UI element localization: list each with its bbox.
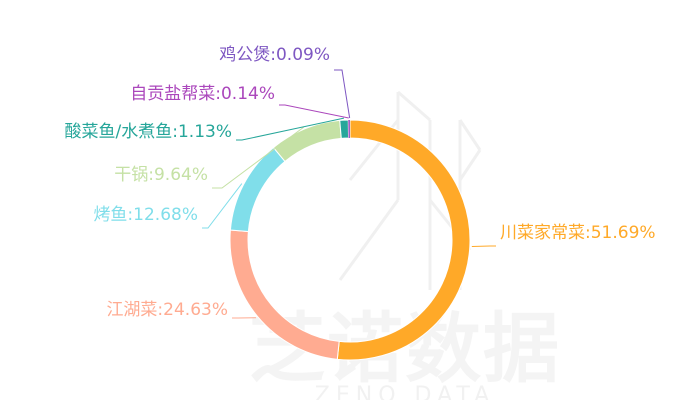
- slice-3[interactable]: [272, 119, 342, 163]
- leader-line-5: [279, 104, 349, 119]
- slice-label-0: 川菜家常菜:51.69%: [500, 223, 656, 243]
- leader-line-6: [334, 69, 351, 119]
- watermark-subtext: ZENO DATA: [315, 383, 495, 400]
- slice-1[interactable]: [229, 229, 340, 360]
- watermark-text: 芝诺数据: [249, 304, 561, 393]
- slice-label-1: 江湖菜:24.63%: [106, 300, 228, 320]
- slice-label-3: 干锅:9.64%: [114, 165, 208, 185]
- slice-5[interactable]: [348, 120, 350, 139]
- leader-line-4: [236, 117, 345, 141]
- slice-6[interactable]: [349, 120, 350, 139]
- donut-slices: [229, 119, 471, 361]
- leader-line-3: [212, 126, 305, 189]
- slice-label-2: 烤鱼:12.68%: [93, 205, 198, 225]
- slice-label-4: 酸菜鱼/水煮鱼:1.13%: [65, 122, 232, 142]
- label-leader-lines: [202, 69, 496, 319]
- slice-4[interactable]: [339, 119, 350, 139]
- slice-label-5: 自贡盐帮菜:0.14%: [130, 84, 275, 104]
- slice-labels: 川菜家常菜:51.69% 江湖菜:24.63% 烤鱼:12.68% 干锅:9.64% 酸…: [65, 45, 656, 320]
- leader-line-2: [202, 183, 243, 229]
- slice-2[interactable]: [229, 146, 286, 233]
- slice-label-6: 鸡公煲:0.09%: [219, 45, 330, 65]
